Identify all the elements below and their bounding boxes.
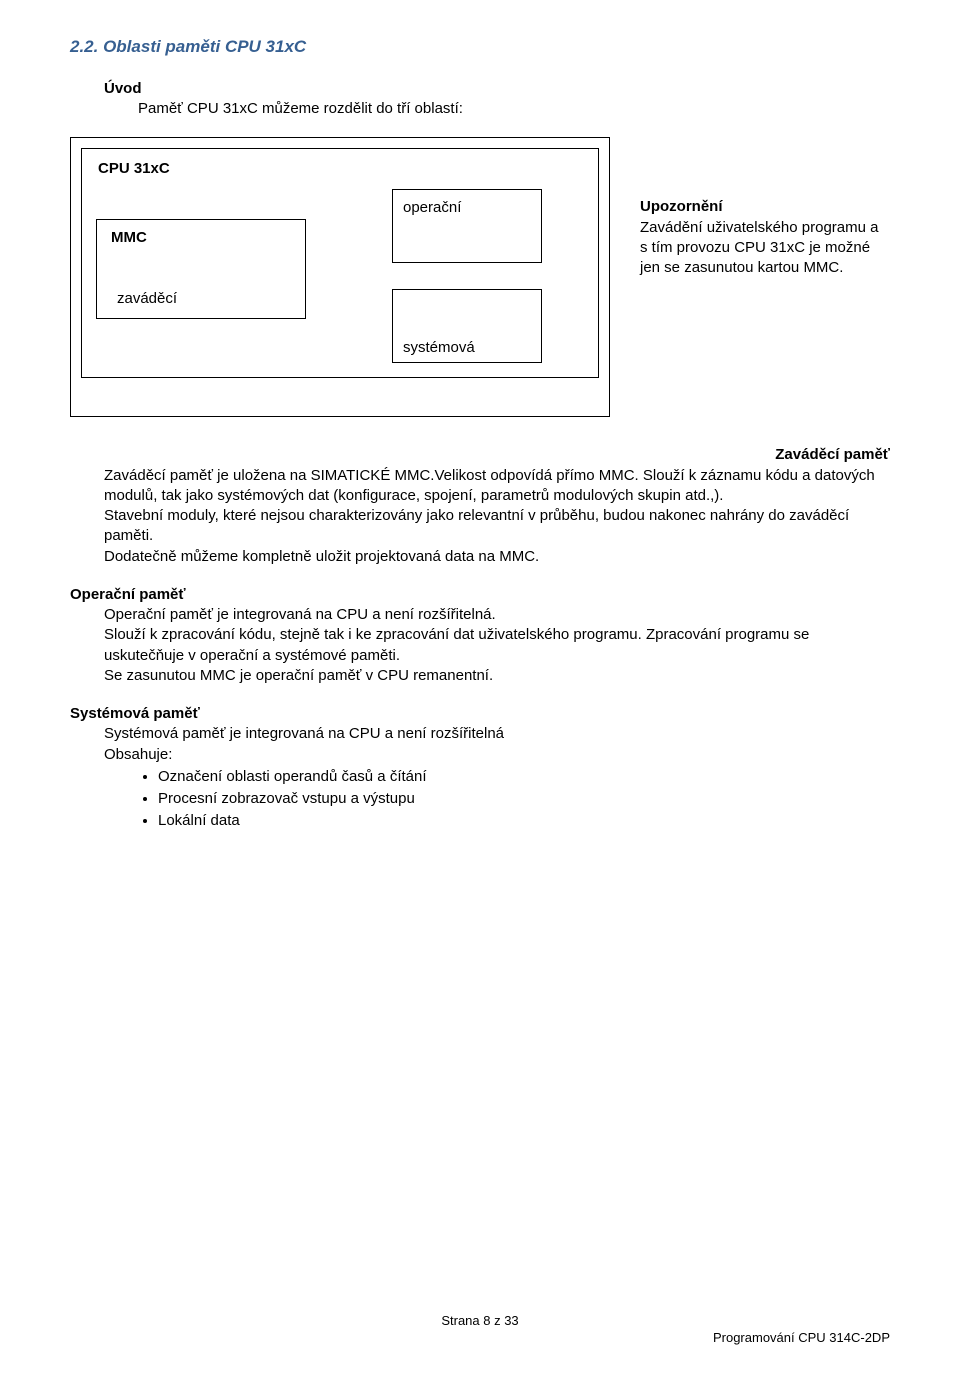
- intro-text: Paměť CPU 31xC můžeme rozdělit do tří ob…: [138, 99, 890, 119]
- systemova-label: systémová: [403, 338, 531, 358]
- footer: Strana 8 z 33 Programování CPU 314C-2DP: [70, 1312, 890, 1347]
- operacni-p3: Se zasunutou MMC je operační paměť v CPU…: [104, 666, 890, 686]
- systemova-p1: Systémová paměť je integrovaná na CPU a …: [104, 724, 890, 744]
- section-heading: 2.2. Oblasti paměti CPU 31xC: [70, 36, 890, 59]
- list-item: Označení oblasti operandů časů a čítání: [158, 767, 890, 787]
- systemova-section: Systémová paměť Systémová paměť je integ…: [70, 704, 890, 832]
- cpu-label: CPU 31xC: [98, 159, 588, 179]
- zavadeci-p3: Dodatečně můžeme kompletně uložit projek…: [104, 547, 890, 567]
- operacni-label: operační: [403, 199, 461, 216]
- note-col: Upozornění Zavádění uživatelského progra…: [610, 137, 890, 278]
- operacni-box: operační: [392, 189, 542, 263]
- systemova-p2: Obsahuje:: [104, 745, 890, 765]
- zavadeci-p2: Stavební moduly, které nejsou charakteri…: [104, 506, 890, 547]
- list-item: Lokální data: [158, 811, 890, 831]
- mmc-box: MMC zaváděcí: [96, 219, 306, 319]
- diagram-outer-box: CPU 31xC MMC zaváděcí operační systémová: [70, 137, 610, 417]
- systemova-box: systémová: [392, 289, 542, 363]
- mmc-label: MMC: [111, 228, 297, 248]
- note-body: Zavádění uživatelského programu a s tím …: [640, 218, 890, 279]
- operacni-p1: Operační paměť je integrovaná na CPU a n…: [104, 605, 890, 625]
- operacni-section: Operační paměť Operační paměť je integro…: [70, 585, 890, 686]
- zavadeci-label: zaváděcí: [117, 289, 297, 309]
- footer-right: Programování CPU 314C-2DP: [70, 1329, 890, 1347]
- zavadeci-title: Zaváděcí paměť: [104, 445, 890, 465]
- systemova-title: Systémová paměť: [70, 704, 890, 724]
- intro-title: Úvod: [104, 79, 890, 99]
- systemova-list: Označení oblasti operandů časů a čítání …: [158, 767, 890, 832]
- zavadeci-section: Zaváděcí paměť Zaváděcí paměť je uložena…: [104, 445, 890, 567]
- diagram-col: CPU 31xC MMC zaváděcí operační systémová: [70, 137, 610, 417]
- list-item: Procesní zobrazovač vstupu a výstupu: [158, 789, 890, 809]
- cpu-box: CPU 31xC MMC zaváděcí operační systémová: [81, 148, 599, 378]
- zavadeci-p1: Zaváděcí paměť je uložena na SIMATICKÉ M…: [104, 466, 890, 507]
- footer-page: Strana 8 z 33: [70, 1312, 890, 1330]
- note-title: Upozornění: [640, 197, 890, 217]
- operacni-title: Operační paměť: [70, 585, 890, 605]
- operacni-p2: Slouží k zpracování kódu, stejně tak i k…: [104, 625, 890, 666]
- diagram-row: CPU 31xC MMC zaváděcí operační systémová…: [70, 137, 890, 417]
- intro-block: Úvod Paměť CPU 31xC můžeme rozdělit do t…: [104, 79, 890, 120]
